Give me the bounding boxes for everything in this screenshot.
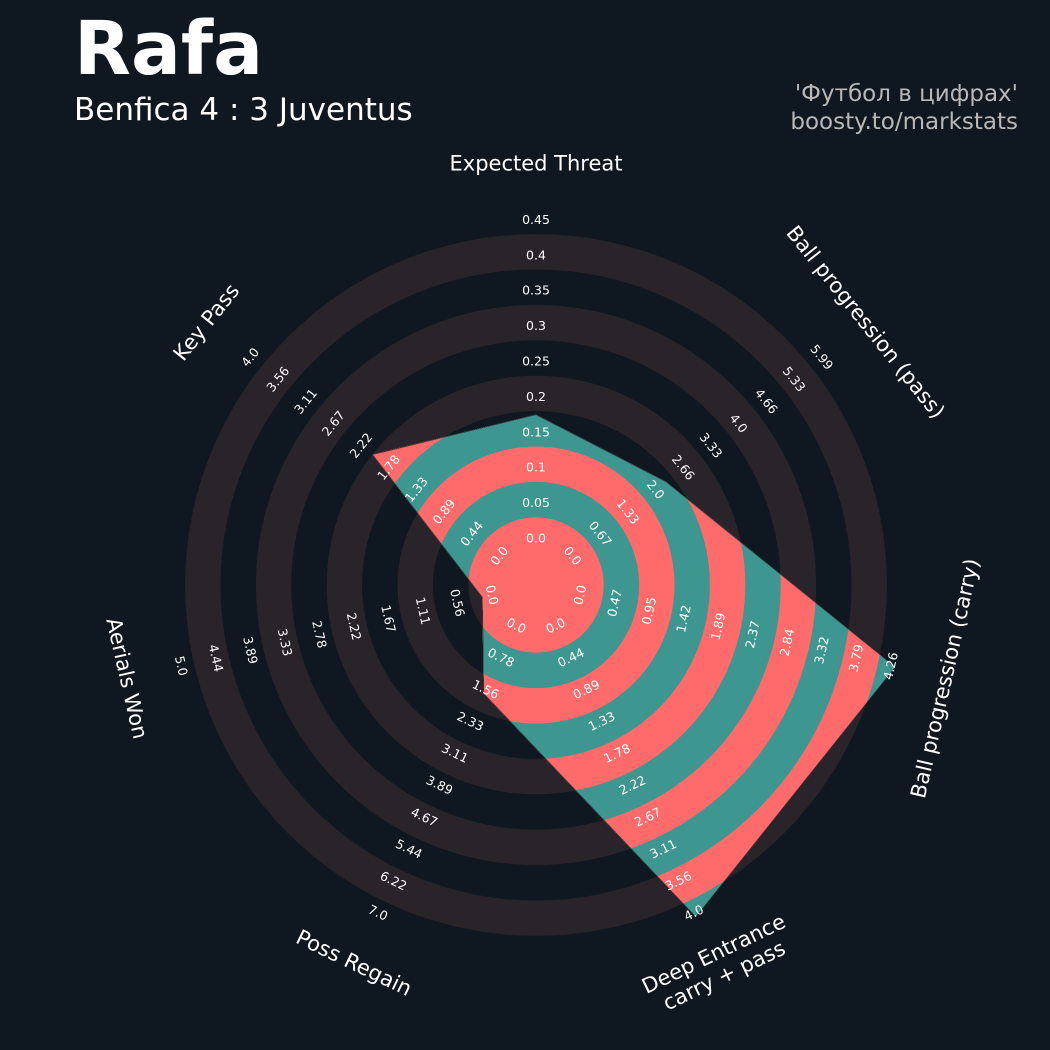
axis-tick-label: 0.56	[447, 588, 468, 619]
axis-tick-label: 0.95	[639, 596, 660, 626]
parameter-label: Expected Threat	[450, 151, 623, 175]
axis-tick-label: 3.33	[275, 627, 296, 657]
parameter-label-text: Expected Threat	[450, 151, 623, 175]
axis-tick-label: 2.78	[309, 619, 330, 650]
axis-tick-label: 5.0	[172, 655, 191, 678]
axis-tick-label: 3.79	[846, 643, 867, 674]
axis-tick-label: 1.89	[708, 611, 729, 642]
credit-line-2: boosty.to/markstats	[790, 109, 1018, 135]
axis-tick-label: 0.35	[522, 283, 550, 298]
axis-tick-label: 0.0	[483, 584, 502, 607]
axis-tick-label: 0.45	[522, 212, 550, 227]
axis-tick-label: 2.84	[777, 627, 798, 658]
parameter-label-text: Aerials Won	[101, 616, 152, 742]
axis-tick-label: 2.22	[344, 611, 365, 641]
axis-tick-label: 0.4	[526, 247, 546, 262]
axis-tick-label: 0.0	[526, 531, 546, 546]
player-band-center	[486, 535, 586, 635]
axis-tick-label: 4.26	[880, 651, 901, 682]
credits: 'Футбол в цифрах' boosty.to/markstats	[790, 80, 1018, 136]
page-title: Rafa	[74, 6, 264, 92]
axis-tick-label: 0.2	[526, 389, 546, 404]
axis-tick-label: 3.89	[240, 635, 261, 666]
parameter-label: Aerials Won	[101, 616, 152, 742]
axis-tick-label: 3.32	[811, 635, 832, 665]
axis-tick-label: 0.05	[522, 495, 550, 510]
axis-tick-label: 1.11	[413, 596, 434, 626]
axis-tick-label: 0.3	[526, 318, 546, 333]
axis-tick-label: 0.15	[522, 424, 550, 439]
axis-tick-label: 0.25	[522, 354, 550, 369]
axis-tick-label: 0.0	[570, 584, 589, 607]
axis-tick-label: 2.37	[742, 619, 763, 649]
credit-line-1: 'Футбол в цифрах'	[794, 81, 1018, 107]
axis-tick-label: 4.44	[206, 643, 227, 674]
axis-tick-label: 0.47	[604, 588, 625, 618]
axis-tick-label: 1.67	[378, 603, 399, 633]
axis-tick-label: 1.42	[673, 603, 694, 633]
match-subtitle: Benfica 4 : 3 Juventus	[74, 92, 413, 128]
axis-tick-label: 0.1	[526, 460, 546, 475]
